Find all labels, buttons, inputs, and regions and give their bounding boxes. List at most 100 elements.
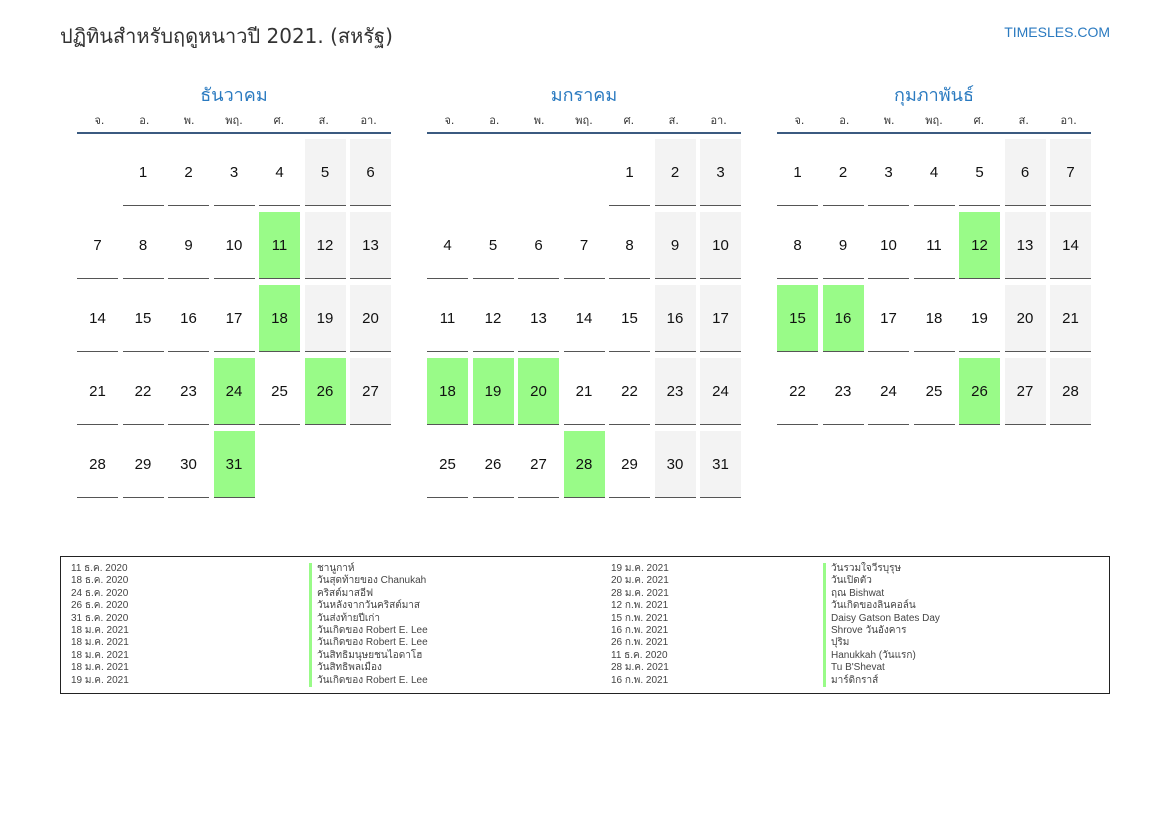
day-cell[interactable]: 28 [77, 431, 118, 498]
day-cell[interactable]: 6 [1004, 139, 1046, 206]
holiday-day-cell[interactable]: 28 [563, 431, 605, 498]
day-cell[interactable]: 30 [654, 431, 696, 498]
holiday-day-cell[interactable]: 26 [304, 358, 346, 425]
day-cell[interactable]: 13 [1004, 212, 1046, 279]
day-cell[interactable]: 22 [122, 358, 164, 425]
day-cell[interactable]: 2 [822, 139, 864, 206]
weekday-label: อา. [710, 114, 727, 127]
holiday-date: 18 ม.ค. 2021 [71, 624, 129, 636]
day-cell[interactable]: 12 [472, 285, 514, 352]
day-cell[interactable]: 21 [563, 358, 605, 425]
day-cell[interactable]: 10 [213, 212, 255, 279]
day-cell[interactable]: 7 [1050, 139, 1091, 206]
day-cell[interactable]: 7 [563, 212, 605, 279]
day-cell[interactable]: 29 [609, 431, 650, 498]
day-cell[interactable]: 23 [822, 358, 864, 425]
holiday-day-cell[interactable]: 11 [259, 212, 300, 279]
day-cell[interactable]: 20 [1004, 285, 1046, 352]
day-cell[interactable]: 2 [654, 139, 696, 206]
day-cell[interactable]: 16 [654, 285, 696, 352]
day-cell[interactable]: 1 [122, 139, 164, 206]
day-cell[interactable]: 1 [609, 139, 650, 206]
day-cell[interactable]: 5 [959, 139, 1000, 206]
day-cell[interactable]: 23 [654, 358, 696, 425]
day-cell[interactable]: 8 [122, 212, 164, 279]
day-cell[interactable]: 14 [77, 285, 118, 352]
day-cell[interactable]: 26 [472, 431, 514, 498]
day-cell[interactable]: 16 [168, 285, 209, 352]
day-cell[interactable]: 17 [700, 285, 741, 352]
day-cell[interactable]: 5 [472, 212, 514, 279]
day-cell[interactable]: 1 [777, 139, 818, 206]
holiday-name: วันสิทธิมนุษยชนไอดาโฮ [309, 649, 428, 663]
weekday-label: ศ. [623, 114, 635, 127]
holiday-date: 19 ม.ค. 2021 [611, 563, 669, 574]
day-cell[interactable]: 17 [868, 285, 909, 352]
day-cell[interactable]: 9 [654, 212, 696, 279]
day-cell[interactable]: 24 [700, 358, 741, 425]
day-cell[interactable]: 17 [213, 285, 255, 352]
day-cell[interactable]: 23 [168, 358, 209, 425]
day-cell[interactable]: 15 [609, 285, 650, 352]
holiday-day-cell[interactable]: 12 [959, 212, 1000, 279]
day-cell[interactable]: 11 [913, 212, 955, 279]
holiday-day-cell[interactable]: 20 [518, 358, 559, 425]
holiday-day-cell[interactable]: 15 [777, 285, 818, 352]
day-cell[interactable]: 14 [1050, 212, 1091, 279]
day-cell[interactable]: 10 [700, 212, 741, 279]
day-cell[interactable]: 7 [77, 212, 118, 279]
day-cell[interactable]: 18 [913, 285, 955, 352]
day-cell[interactable]: 2 [168, 139, 209, 206]
holiday-day-cell[interactable]: 31 [213, 431, 255, 498]
holiday-day-cell[interactable]: 18 [427, 358, 468, 425]
day-cell[interactable]: 22 [609, 358, 650, 425]
day-cell[interactable]: 27 [518, 431, 559, 498]
day-cell[interactable]: 27 [1004, 358, 1046, 425]
day-cell[interactable]: 9 [822, 212, 864, 279]
day-cell[interactable]: 4 [913, 139, 955, 206]
holiday-date: 16 ก.พ. 2021 [611, 674, 669, 686]
day-cell[interactable]: 8 [609, 212, 650, 279]
day-cell[interactable]: 19 [959, 285, 1000, 352]
day-cell[interactable]: 14 [563, 285, 605, 352]
day-cell[interactable]: 30 [168, 431, 209, 498]
day-cell[interactable]: 6 [518, 212, 559, 279]
day-cell[interactable]: 22 [777, 358, 818, 425]
holiday-date: 18 ธ.ค. 2020 [71, 575, 129, 587]
day-cell[interactable]: 13 [518, 285, 559, 352]
empty-cell [473, 139, 514, 205]
day-cell[interactable]: 21 [1050, 285, 1091, 352]
day-cell[interactable]: 24 [868, 358, 909, 425]
day-cell[interactable]: 13 [350, 212, 391, 279]
day-cell[interactable]: 20 [350, 285, 391, 352]
day-cell[interactable]: 28 [1050, 358, 1091, 425]
day-cell[interactable]: 9 [168, 212, 209, 279]
day-cell[interactable]: 25 [427, 431, 468, 498]
day-cell[interactable]: 8 [777, 212, 818, 279]
month-calendar: ธันวาคม จ. อ. พ. พฤ. ศ. ส. อา. 1 2 3 4 5 6 7 8 9 10 11 12 13… [77, 80, 391, 498]
day-cell[interactable]: 25 [259, 358, 300, 425]
day-cell[interactable]: 27 [350, 358, 391, 425]
day-cell[interactable]: 10 [868, 212, 909, 279]
day-cell[interactable]: 4 [427, 212, 468, 279]
day-cell[interactable]: 4 [259, 139, 300, 206]
day-cell[interactable]: 3 [868, 139, 909, 206]
day-cell[interactable]: 21 [77, 358, 118, 425]
day-cell[interactable]: 3 [213, 139, 255, 206]
day-cell[interactable]: 25 [913, 358, 955, 425]
day-cell[interactable]: 12 [304, 212, 346, 279]
holiday-day-cell[interactable]: 16 [822, 285, 864, 352]
day-cell[interactable]: 5 [304, 139, 346, 206]
day-cell[interactable]: 6 [350, 139, 391, 206]
day-cell[interactable]: 31 [700, 431, 741, 498]
holiday-day-cell[interactable]: 26 [959, 358, 1000, 425]
day-cell[interactable]: 11 [427, 285, 468, 352]
day-cell[interactable]: 15 [122, 285, 164, 352]
holiday-day-cell[interactable]: 24 [213, 358, 255, 425]
brand-link[interactable]: TIMESLES.COM [1004, 24, 1110, 40]
day-cell[interactable]: 3 [700, 139, 741, 206]
holiday-day-cell[interactable]: 18 [259, 285, 300, 352]
holiday-day-cell[interactable]: 19 [472, 358, 514, 425]
day-cell[interactable]: 19 [304, 285, 346, 352]
day-cell[interactable]: 29 [122, 431, 164, 498]
